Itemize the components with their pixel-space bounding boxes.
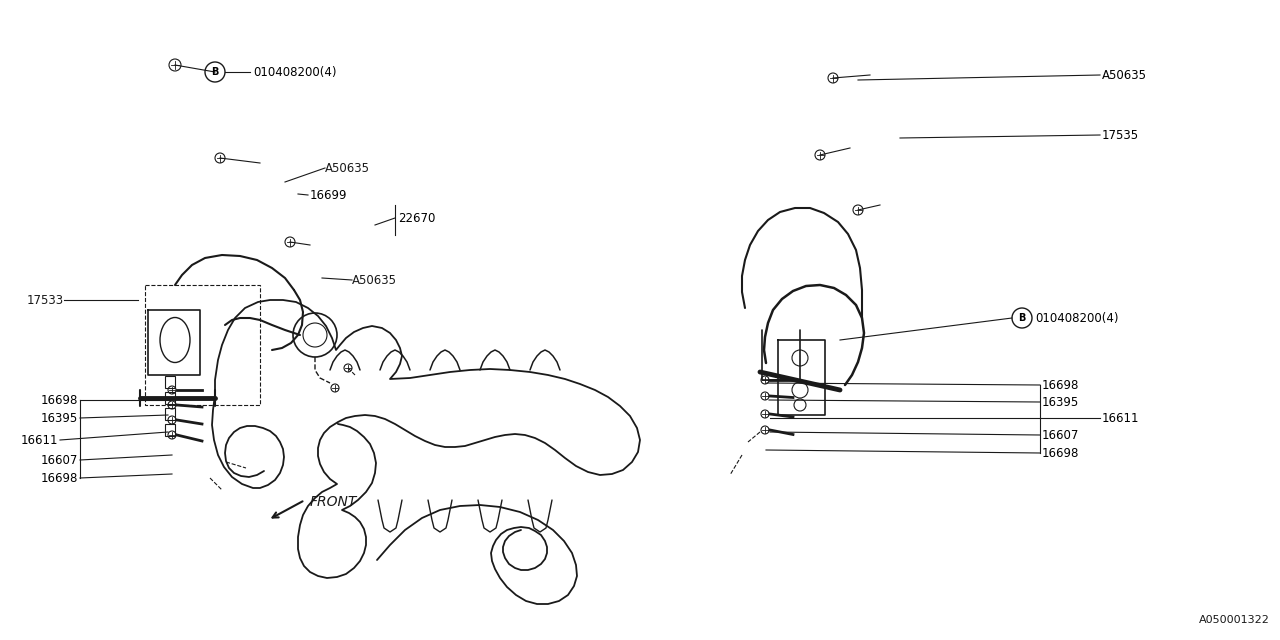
Text: A50635: A50635	[352, 273, 397, 287]
Bar	[145, 285, 260, 405]
Bar	[165, 408, 175, 420]
Text: 16607: 16607	[41, 454, 78, 467]
Text: 16698: 16698	[1042, 378, 1079, 392]
Text: 17533: 17533	[27, 294, 64, 307]
Bar	[165, 376, 175, 388]
Text: B: B	[211, 67, 219, 77]
Text: A050001322: A050001322	[1199, 615, 1270, 625]
Text: 16611: 16611	[1102, 412, 1139, 424]
Text: 010408200(4): 010408200(4)	[1036, 312, 1119, 324]
Text: 16395: 16395	[1042, 396, 1079, 408]
Text: 16698: 16698	[41, 394, 78, 406]
Text: 16395: 16395	[41, 412, 78, 424]
Bar	[165, 424, 175, 436]
Text: 16607: 16607	[1042, 429, 1079, 442]
Text: 17535: 17535	[1102, 129, 1139, 141]
Text: FRONT: FRONT	[310, 495, 357, 509]
Text: 16698: 16698	[41, 472, 78, 484]
Text: 16699: 16699	[310, 189, 347, 202]
Text: B: B	[1019, 313, 1025, 323]
Text: 010408200(4): 010408200(4)	[253, 65, 337, 79]
Bar	[165, 392, 175, 404]
Text: A50635: A50635	[1102, 68, 1147, 81]
Text: 22670: 22670	[398, 211, 435, 225]
Text: 16698: 16698	[1042, 447, 1079, 460]
Text: A50635: A50635	[325, 161, 370, 175]
Text: 16611: 16611	[20, 433, 58, 447]
